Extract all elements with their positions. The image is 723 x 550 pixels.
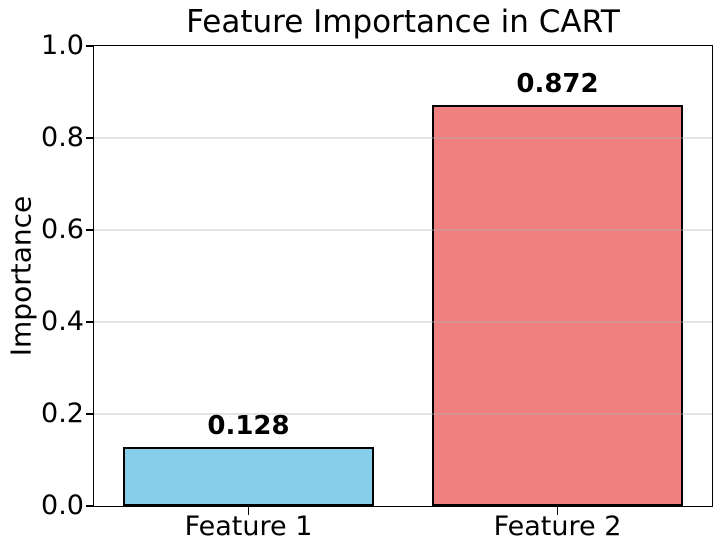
bar-value-label: 0.128 xyxy=(207,411,290,442)
y-tick-label: 0.8 xyxy=(41,122,84,153)
plot-area: 0.0 0.2 0.4 0.6 0.8 1.0 0.128 Feature 1 0.872 Fea… xyxy=(41,30,713,542)
x-tick-mark xyxy=(556,507,559,515)
chart-title: Feature Importance in CART xyxy=(186,4,620,40)
y-tick-mark xyxy=(86,229,93,231)
y-tick-label: 0.6 xyxy=(41,214,84,245)
y-tick-label: 1.0 xyxy=(41,30,84,61)
y-tick-mark xyxy=(86,413,93,415)
x-tick-label: Feature 2 xyxy=(493,511,622,542)
y-tick-mark xyxy=(86,505,93,507)
y-tick-mark xyxy=(86,137,93,139)
y-tick-mark xyxy=(86,321,93,323)
bar-feature-1 xyxy=(123,447,374,506)
x-tick-mark xyxy=(247,507,250,515)
bar-value-label: 0.872 xyxy=(516,68,599,99)
x-tick-label: Feature 1 xyxy=(184,511,313,542)
y-tick-label: 0.4 xyxy=(41,306,84,337)
y-tick-label: 0.2 xyxy=(41,398,84,429)
y-tick-mark xyxy=(86,45,93,47)
y-tick-label: 0.0 xyxy=(41,490,84,521)
bar-feature-2 xyxy=(432,104,683,506)
